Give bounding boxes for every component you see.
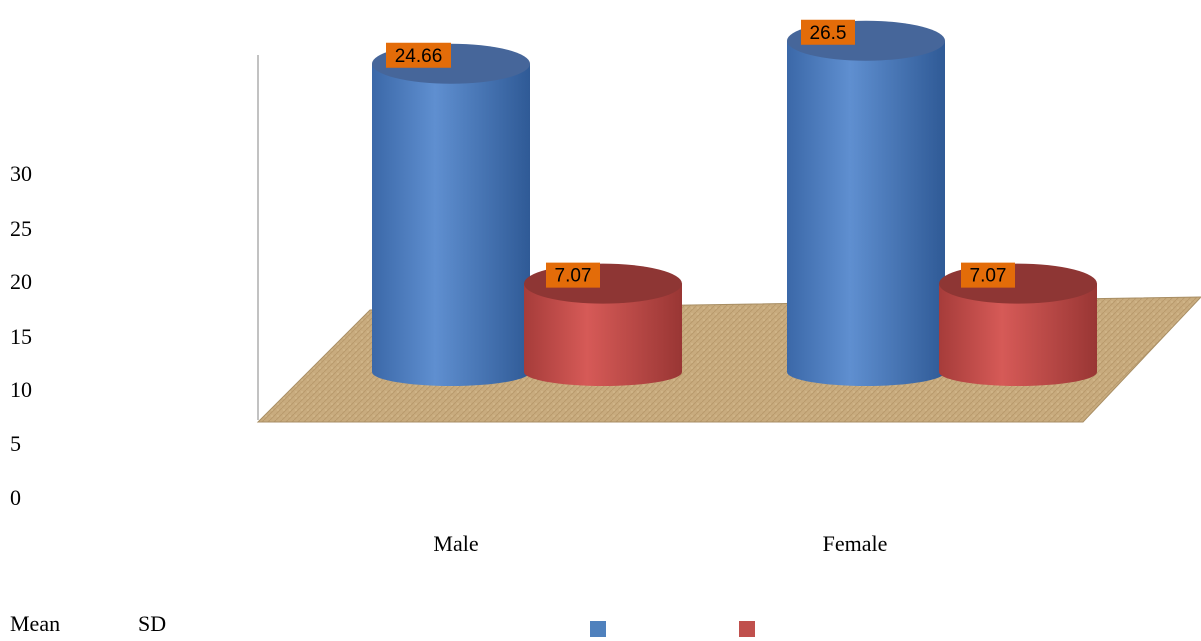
- legend-label-mean: Mean: [10, 611, 60, 636]
- legend-swatch-sd: [739, 621, 755, 637]
- bars-layer: 24.66 7.07 26.5 7.07: [372, 19, 1097, 386]
- data-label: 24.66: [395, 46, 443, 67]
- y-tick-label: 15: [10, 324, 32, 349]
- category-label: Female: [823, 531, 888, 556]
- y-tick-label: 20: [10, 269, 32, 294]
- bar-body: [524, 283, 682, 386]
- bar-body: [372, 63, 530, 386]
- bar-sd-male: 7.07: [524, 262, 682, 386]
- data-label: 7.07: [555, 266, 592, 287]
- legend-swatch-mean: [590, 621, 606, 637]
- data-label: 26.5: [810, 23, 847, 44]
- data-label-background: [801, 19, 855, 45]
- y-tick-label: 5: [10, 431, 21, 456]
- bar-body: [787, 40, 945, 386]
- bar-sd-female: 7.07: [939, 262, 1097, 386]
- y-tick-label: 25: [10, 216, 32, 241]
- category-label: Male: [433, 531, 478, 556]
- y-tick-label: 30: [10, 161, 32, 186]
- bar-mean-female: 26.5: [787, 19, 945, 386]
- data-label-background: [386, 42, 451, 68]
- data-label: 7.07: [970, 266, 1007, 287]
- bar-mean-male: 24.66: [372, 42, 530, 386]
- bar-body: [939, 283, 1097, 386]
- legend-label-sd: SD: [138, 611, 166, 636]
- data-label-background: [546, 262, 600, 288]
- y-tick-label: 0: [10, 485, 21, 510]
- data-label-background: [961, 262, 1015, 288]
- y-tick-label: 10: [10, 377, 32, 402]
